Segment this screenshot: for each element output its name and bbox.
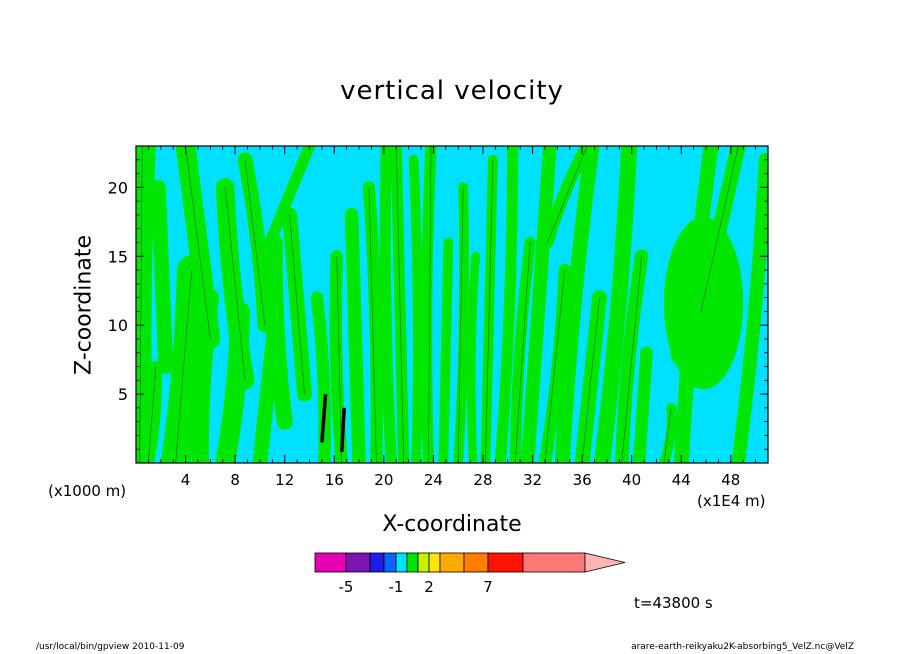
updraft-streak xyxy=(541,146,594,249)
updraft-streak xyxy=(344,208,366,463)
updraft-streak xyxy=(509,236,536,463)
updraft-streak xyxy=(160,255,207,463)
colorbar-swatch xyxy=(439,552,465,573)
updraft-streak xyxy=(420,146,437,463)
contour-line xyxy=(368,187,377,463)
colorbar-swatch xyxy=(345,552,371,573)
x-tick-label: 4 xyxy=(181,471,191,489)
updraft-streak xyxy=(658,402,677,463)
contour-line xyxy=(428,146,432,463)
updraft-streak xyxy=(520,146,557,463)
colorbar-tick-label: 7 xyxy=(483,578,493,596)
contour-line xyxy=(224,187,246,381)
updraft-streak xyxy=(310,291,331,463)
updraft-streak xyxy=(438,237,454,463)
contour-line xyxy=(336,256,343,463)
contour-line xyxy=(621,256,642,463)
contour-line xyxy=(547,146,588,243)
x-tick-label: 24 xyxy=(424,471,443,489)
contour-line xyxy=(185,146,211,339)
contour-line xyxy=(663,407,672,463)
colorbar-tick-label: 2 xyxy=(424,578,434,596)
updraft-streak xyxy=(593,146,638,463)
x-tick-label: 32 xyxy=(523,471,542,489)
colorbar-arrow xyxy=(584,552,626,573)
contour-line xyxy=(395,146,404,463)
y-axis-label: Z-coordinate xyxy=(71,235,97,375)
updraft-streak xyxy=(379,146,397,463)
contour-line xyxy=(139,146,143,463)
x-tick-label: 12 xyxy=(275,471,294,489)
footer-left: /usr/local/bin/gpview 2010-11-09 xyxy=(36,642,185,652)
updraft-streak xyxy=(453,182,470,463)
updraft-region xyxy=(663,216,744,390)
colorbar-swatch xyxy=(428,552,441,573)
updraft-streak xyxy=(150,179,174,374)
updraft-streak xyxy=(731,152,768,463)
updraft-streak xyxy=(142,360,162,463)
colorbar: -5 -1 2 7 xyxy=(314,552,626,596)
y-axis: 5 10 15 20 xyxy=(108,159,768,450)
contour-line xyxy=(700,146,739,312)
colorbar-swatch xyxy=(522,552,586,573)
updraft-streak xyxy=(538,263,571,463)
contour-line xyxy=(289,214,305,395)
updraft-streak xyxy=(614,249,649,463)
x-tick-label: 40 xyxy=(622,471,641,489)
contour-line xyxy=(148,366,157,463)
colorbar-swatch xyxy=(487,552,524,573)
y-tick-label: 20 xyxy=(108,178,128,197)
colorbar-tick-label: -5 xyxy=(339,578,354,596)
colorbar-swatch xyxy=(314,552,347,573)
colorbar-tick-label: -1 xyxy=(389,578,404,596)
updraft-streak xyxy=(494,146,519,463)
updraft-streak xyxy=(554,146,600,463)
x-unit-right: (x1E4 m) xyxy=(697,492,766,510)
colorbar-swatch xyxy=(383,552,397,573)
x-tick-label: 28 xyxy=(473,471,492,489)
x-tick-label: 20 xyxy=(374,471,393,489)
y-tick-label: 10 xyxy=(108,316,128,335)
time-label: t=43800 s xyxy=(634,594,713,612)
contour-line xyxy=(244,159,266,326)
colorbar-swatch xyxy=(406,552,419,573)
updraft-streak xyxy=(264,146,316,249)
velocity-field xyxy=(136,146,768,463)
updraft-streak xyxy=(632,346,653,463)
x-tick-label: 8 xyxy=(230,471,240,489)
updraft-streak xyxy=(466,251,480,463)
contour-line xyxy=(514,242,531,463)
chart-title: vertical velocity xyxy=(340,76,564,106)
y-tick-label: 15 xyxy=(108,247,128,266)
contour-line xyxy=(485,159,494,463)
updraft-streak xyxy=(408,154,423,463)
y-tick-label: 5 xyxy=(118,385,128,404)
contour-line xyxy=(544,270,566,463)
x-unit-left: (x1000 m) xyxy=(48,482,127,500)
plot-frame xyxy=(135,145,769,464)
strong-core xyxy=(320,393,328,443)
colorbar-swatch xyxy=(463,552,489,573)
colorbar-swatch xyxy=(417,552,430,573)
updraft-streak xyxy=(215,178,255,390)
x-axis: 4 8 12 16 20 24 28 32 36 40 44 48 xyxy=(147,146,757,489)
updraft-streak xyxy=(266,234,293,430)
x-axis-label: X-coordinate xyxy=(382,512,522,537)
updraft-streak xyxy=(362,181,384,463)
footer-right: arare-earth-reikyaku2K-absorbing5_VelZ.n… xyxy=(631,642,854,652)
colorbar-swatch xyxy=(369,552,385,573)
contour-line xyxy=(457,187,464,463)
contour-line xyxy=(175,270,193,463)
strong-core xyxy=(339,407,346,453)
x-tick-label: 48 xyxy=(721,471,740,489)
updraft-streak xyxy=(237,152,273,333)
x-tick-label: 16 xyxy=(325,471,344,489)
x-tick-label: 44 xyxy=(672,471,691,489)
contour-line xyxy=(581,297,600,463)
updraft-streak xyxy=(329,250,348,463)
colorbar-swatch xyxy=(395,552,408,573)
x-tick-label: 36 xyxy=(573,471,592,489)
